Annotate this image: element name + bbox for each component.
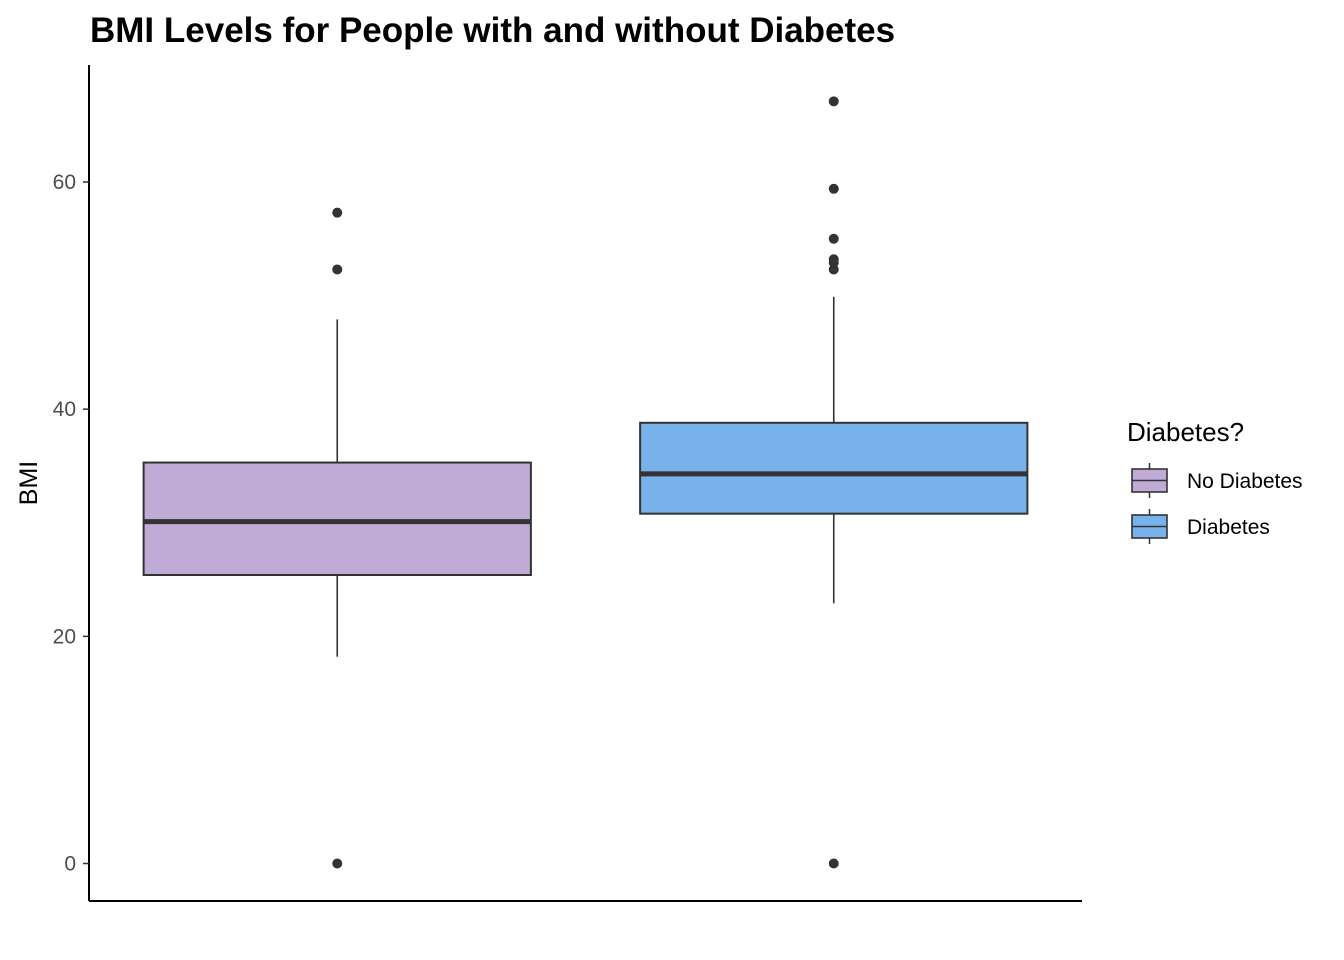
outlier-point (828, 183, 839, 194)
outlier-point (828, 254, 839, 265)
axes (88, 65, 1082, 902)
outlier-point (332, 264, 343, 275)
outlier-point (828, 96, 839, 107)
y-axis-label: BMI (15, 461, 43, 505)
outlier-point (828, 233, 839, 244)
legend-entry-1: No Diabetes (1131, 463, 1303, 498)
legend-entries: No Diabetes Diabetes (1131, 463, 1303, 544)
legend-label: Diabetes (1187, 516, 1270, 539)
chart-title: BMI Levels for People with and without D… (90, 11, 895, 50)
y-tick-label: 20 (53, 625, 76, 648)
legend: Diabetes? No Diabetes Diabetes (1127, 417, 1303, 544)
outlier-point (332, 207, 343, 218)
y-tick-label: 0 (64, 853, 76, 876)
outlier-point (332, 858, 343, 869)
boxes (142, 96, 1029, 869)
box-1 (142, 207, 532, 869)
legend-title: Diabetes? (1127, 417, 1244, 447)
y-tick-label: 40 (53, 398, 76, 421)
box-2 (639, 96, 1029, 869)
legend-label: No Diabetes (1187, 470, 1303, 493)
outlier-point (828, 858, 839, 869)
box-body (142, 461, 532, 577)
box-body (639, 421, 1029, 515)
y-axis-ticks: 0 20 40 60 (53, 171, 89, 876)
y-tick-label: 60 (53, 171, 76, 194)
legend-entry-2: Diabetes (1131, 509, 1270, 544)
